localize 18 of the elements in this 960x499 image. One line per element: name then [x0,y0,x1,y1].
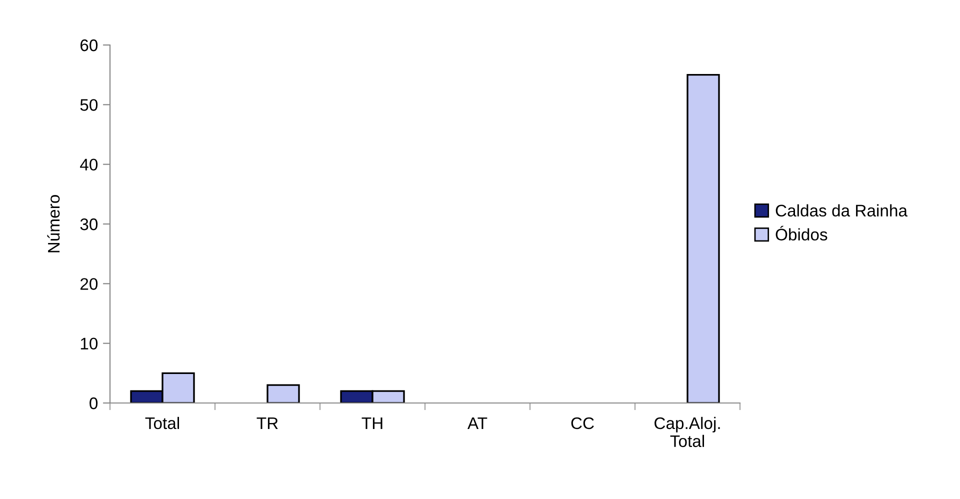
x-tick-label: TH [362,418,382,429]
y-tick-label: 0 [90,397,98,410]
y-tick-label: 20 [80,278,98,290]
legend-label: Caldas da Rainha [776,204,908,217]
y-tick-label: 60 [80,39,98,52]
y-axis-title: Número [47,195,60,252]
x-tick-label: Cap.Aloj. Total [654,416,720,448]
legend-label: Óbidos [776,226,828,240]
y-tick-label: 50 [80,99,98,111]
y-tick-label: 30 [80,218,98,230]
x-tick-label: AT [468,418,488,429]
bar [266,384,300,403]
x-tick-label: Total [145,416,179,430]
bar [686,74,720,403]
y-tick-label: 10 [80,338,98,350]
x-tick-label: TR [256,418,278,429]
x-tick-label: CC [571,417,594,430]
y-tick-label: 40 [80,158,98,171]
